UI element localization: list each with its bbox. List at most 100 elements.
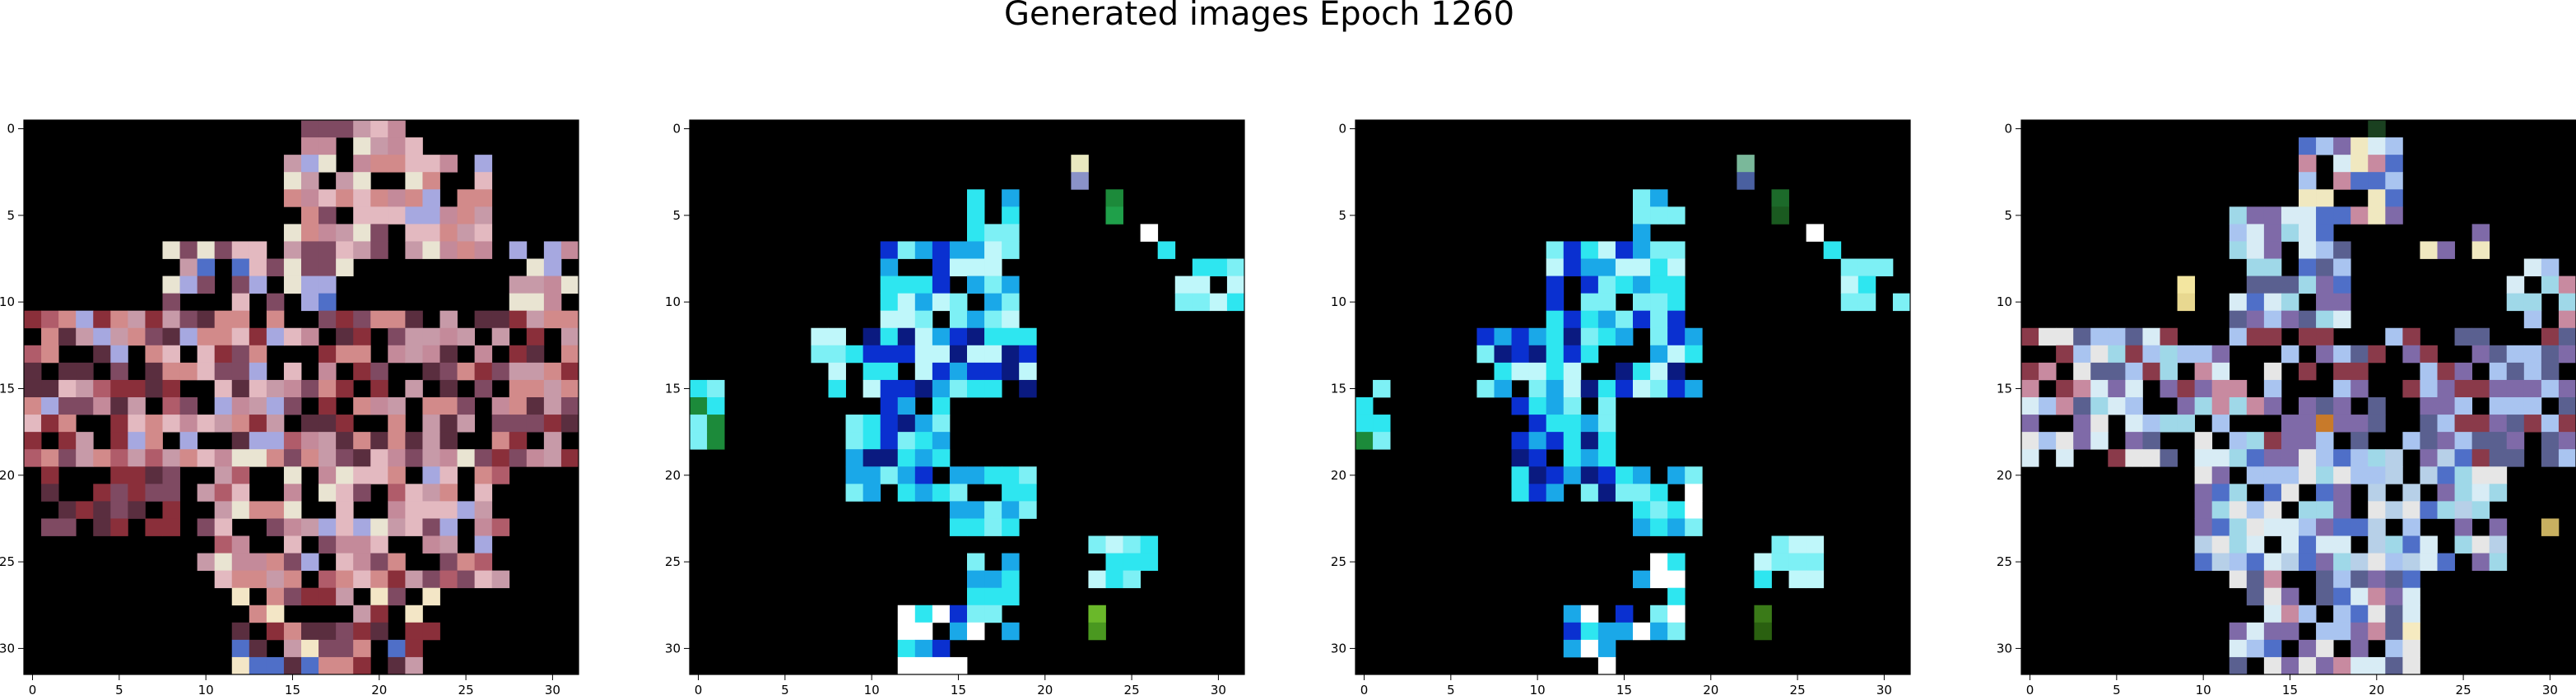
pixel (880, 362, 899, 381)
pixel (1088, 570, 1106, 589)
pixel (2246, 206, 2265, 225)
pixel (2454, 449, 2473, 467)
pixel (2142, 327, 2160, 346)
pixel (2263, 206, 2282, 225)
pixel (58, 379, 77, 398)
panel-frame (23, 119, 579, 675)
pixel (249, 415, 267, 433)
pixel (880, 345, 899, 364)
pixel (353, 518, 371, 536)
pixel (110, 466, 128, 484)
pixel (1580, 605, 1599, 623)
pixel (353, 605, 371, 623)
pixel (266, 449, 285, 467)
pixel (336, 622, 354, 641)
pixel (863, 484, 881, 502)
x-tick-label: 5 (781, 683, 789, 695)
pixel (2142, 362, 2160, 381)
pixel (2523, 379, 2542, 398)
pixel (439, 362, 458, 381)
pixel (2108, 327, 2126, 346)
pixel (1806, 535, 1825, 554)
pixel (1667, 570, 1686, 589)
pixel (932, 241, 951, 259)
pixel (110, 345, 128, 364)
pixel (422, 172, 440, 190)
pixel (266, 379, 285, 398)
pixel (2350, 432, 2369, 450)
pixel (2368, 656, 2386, 675)
y-tick-label: 25 (1331, 554, 1346, 569)
pixel (76, 327, 94, 346)
y-tick-label: 10 (0, 294, 15, 309)
pixel (128, 501, 146, 519)
pixel (1685, 518, 1703, 536)
pixel (897, 605, 916, 623)
pixel (543, 310, 562, 329)
pixel (1615, 605, 1634, 623)
pixel (2471, 484, 2490, 502)
pixel (2420, 501, 2438, 519)
pixel (1615, 310, 1634, 329)
pixel (388, 310, 406, 329)
pixel (1528, 327, 1547, 346)
pixel (1580, 622, 1599, 641)
pixel (2229, 449, 2248, 467)
pixel (197, 484, 216, 502)
pixel (24, 449, 42, 467)
pixel (474, 224, 493, 242)
pixel (197, 345, 216, 364)
pixel (2073, 327, 2091, 346)
pixel (319, 155, 337, 173)
pixel (2090, 397, 2109, 415)
pixel (370, 432, 388, 450)
pixel (2229, 484, 2248, 502)
x-tick-label: 20 (1037, 683, 1053, 695)
pixel (2229, 656, 2248, 675)
pixel (2402, 553, 2420, 572)
pixel (301, 258, 319, 276)
pixel (845, 449, 864, 467)
pixel (388, 206, 406, 225)
pixel (509, 397, 528, 415)
pixel (1476, 327, 1495, 346)
pixel (1528, 379, 1547, 398)
pixel (1633, 622, 1651, 641)
pixel (932, 432, 951, 450)
pixel (388, 518, 406, 536)
pixel (491, 518, 510, 536)
pixel (370, 570, 388, 589)
pixel (2333, 501, 2351, 519)
x-tick-label: 30 (1211, 683, 1226, 695)
pixel (2558, 415, 2576, 433)
pixel (914, 484, 933, 502)
pixel (405, 189, 423, 207)
pixel (2350, 622, 2369, 641)
pixel (897, 432, 916, 450)
y-tick-label: 20 (665, 468, 681, 483)
pixel (249, 276, 267, 294)
pixel (1771, 189, 1789, 207)
pixel (405, 449, 423, 467)
pixel (2368, 535, 2386, 554)
pixel (249, 639, 267, 658)
pixel (1597, 276, 1616, 294)
pixel (2489, 397, 2508, 415)
pixel (967, 605, 985, 623)
pixel (2281, 535, 2299, 554)
pixel (1511, 466, 1530, 484)
pixel (336, 553, 354, 572)
pixel (914, 362, 933, 381)
pixel (1563, 449, 1582, 467)
pixel (1546, 310, 1565, 329)
pixel (2316, 397, 2334, 415)
pixel (231, 501, 250, 519)
y-tick-label: 5 (2004, 208, 2012, 223)
pixel (967, 310, 985, 329)
pixel (128, 397, 146, 415)
pixel (1633, 484, 1651, 502)
pixel (543, 362, 562, 381)
pixel (2108, 449, 2126, 467)
pixel (1019, 327, 1037, 346)
pixel (2246, 293, 2265, 312)
